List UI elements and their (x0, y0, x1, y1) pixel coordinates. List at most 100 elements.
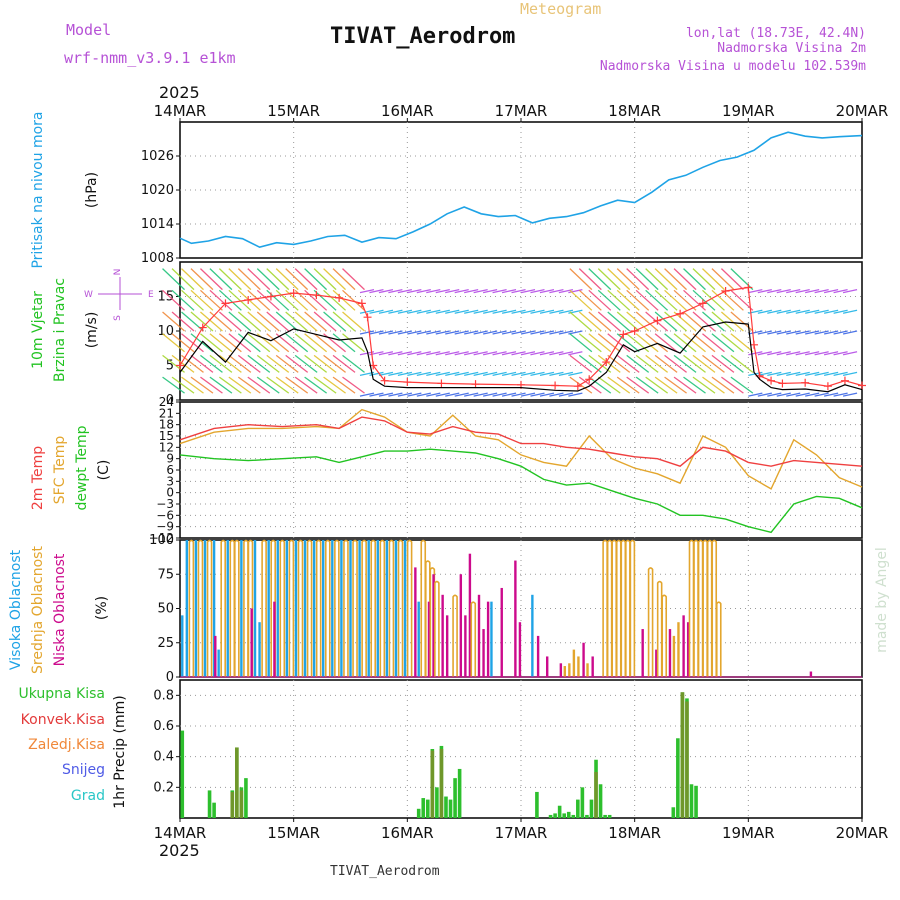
cloud-high-bar (212, 540, 216, 677)
wind-arrow (673, 289, 697, 311)
precip-convective-bar (594, 772, 598, 818)
wind-gust-marker (676, 309, 685, 318)
wind-arrow (776, 351, 791, 356)
wind-arrow (833, 330, 848, 335)
y-tick-label: 0.4 (153, 750, 174, 765)
wind-arrow (294, 376, 318, 394)
cloud-ylabel-2: Srednja Oblacnost (30, 546, 46, 674)
wind-arrow (200, 354, 223, 373)
pressure-ylabel-2: (hPa) (84, 172, 100, 208)
wind-arrow (539, 288, 555, 294)
wind-gust-marker (551, 381, 560, 390)
wind-arrow (776, 288, 791, 294)
wind-arrow (304, 376, 328, 394)
wind-arrow (805, 371, 820, 377)
precip-total-bar (421, 798, 426, 818)
wind-arrow (464, 309, 479, 314)
wind-arrow (359, 392, 375, 397)
wind-arrow (720, 268, 744, 291)
wind-arrow (332, 376, 356, 394)
wind-arrow (435, 288, 450, 294)
top-time-tick-labels: 14MAR 15MAR 16MAR 17MAR 18MAR 19MAR 20MAR (154, 102, 888, 122)
wind-arrow (313, 289, 337, 311)
wind-arrow (445, 288, 460, 294)
wind-arrow (730, 289, 754, 311)
wind-arrow (664, 354, 687, 373)
wind-arrow (256, 376, 280, 394)
wind-arrow (616, 376, 640, 394)
cloud-low-bar (250, 608, 253, 677)
wind-arrow (473, 330, 488, 335)
wind-arrow (275, 268, 299, 291)
wind-arrow (473, 371, 488, 377)
wind-arrow (549, 392, 564, 397)
wind-arrow (266, 268, 290, 291)
model-altitude-label: Nadmorska Visina u modelu 102.539m (600, 59, 866, 74)
wind-arrow (416, 351, 431, 356)
wind-arrow (435, 351, 450, 356)
wind-arrow (445, 309, 460, 314)
wind-arrow (501, 392, 517, 397)
wind-arrow (473, 351, 488, 356)
wind-gust-marker (767, 376, 776, 385)
wind-arrow (332, 333, 356, 353)
bottom-tick-label: 14MAR (154, 824, 207, 842)
cloud-high-bar (367, 540, 370, 677)
wind-arrow (607, 376, 631, 394)
cloud-high-bar (312, 540, 316, 677)
wind-arrow (539, 371, 555, 377)
wind-arrow (569, 376, 593, 394)
wind-arrow (616, 354, 640, 373)
wind-gust-marker (840, 376, 849, 385)
wind-arrow (842, 288, 858, 294)
wind-arrow (702, 289, 725, 311)
cloud-low-bar (518, 622, 522, 677)
cloud-mid-bar (188, 539, 195, 677)
y-tick-label: 100 (149, 533, 174, 548)
wind-arrow (558, 330, 574, 335)
cloud-mid-bar (611, 539, 618, 677)
wind-arrow (228, 289, 252, 311)
wind-arrow (539, 309, 555, 314)
wind-gust-marker (176, 361, 184, 370)
wind-arrow (692, 376, 716, 394)
wind-arrow (416, 330, 431, 335)
wind-arrow (635, 333, 659, 353)
wind-arrow (757, 392, 772, 397)
wind-arrow (369, 288, 384, 294)
precip-total-bar (598, 784, 603, 818)
wind-arrow (511, 288, 526, 294)
cloud-mid-bar (270, 539, 277, 677)
wind-arrow (397, 392, 413, 397)
cloud-high-bar (322, 540, 325, 677)
wind-arrow (692, 354, 716, 373)
wind-arrow (162, 289, 185, 311)
y-tick-label: −6 (156, 508, 174, 522)
wind-arrow (767, 371, 782, 377)
compass-e: E (148, 290, 154, 300)
wind-arrow (588, 268, 612, 291)
wind-gust-marker (744, 283, 753, 292)
wind-arrow (626, 268, 650, 291)
wind-arrow (445, 330, 460, 335)
wind-arrow (673, 268, 697, 291)
compass-n: N (113, 269, 123, 276)
cloud-mid-bar (629, 539, 636, 677)
cloud-low-bar (427, 601, 431, 677)
y-tick-label: −12 (149, 531, 174, 545)
wind-arrow (388, 392, 403, 397)
wind-arrow (805, 288, 820, 294)
wind-arrow (162, 333, 185, 353)
wind-arrow (454, 288, 469, 294)
cloud-high-bar (203, 540, 207, 677)
cloud-mid-bar (197, 539, 204, 677)
y-tick-label: −9 (156, 520, 174, 534)
cloud-mid-bar (711, 539, 718, 677)
cloud-mid-bar (429, 567, 436, 677)
wind-arrow (539, 392, 555, 397)
wind-arrow (171, 268, 195, 291)
cloud-mid-bar (688, 539, 695, 677)
top-tick-label: 17MAR (495, 102, 548, 120)
cloud-mid-bar (706, 539, 713, 677)
y-tick-label: 3 (166, 474, 174, 488)
